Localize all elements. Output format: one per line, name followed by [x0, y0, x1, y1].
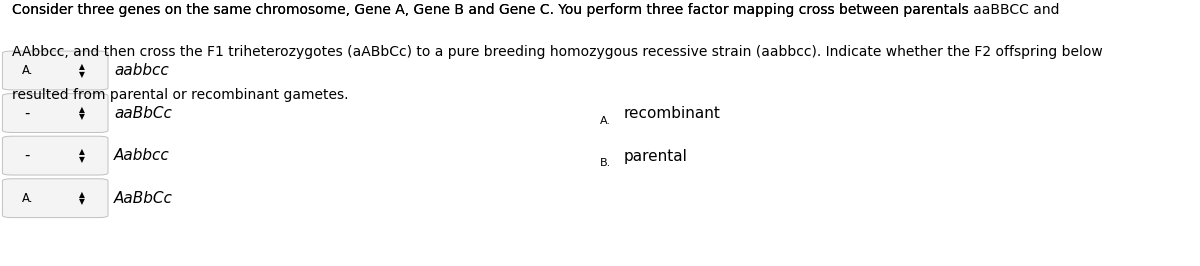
Text: A.: A.	[22, 64, 34, 77]
Text: A.: A.	[600, 116, 611, 126]
FancyBboxPatch shape	[2, 94, 108, 132]
FancyBboxPatch shape	[2, 179, 108, 218]
Text: ▲
▼: ▲ ▼	[79, 190, 84, 206]
Text: Consider three genes on the same chromosome, Gene A, Gene B and Gene C. You perf: Consider three genes on the same chromos…	[12, 3, 1060, 17]
Text: -: -	[24, 148, 29, 163]
Text: AaBbCc: AaBbCc	[114, 191, 173, 206]
Text: ▲
▼: ▲ ▼	[79, 147, 84, 164]
Text: parental: parental	[624, 149, 688, 164]
FancyBboxPatch shape	[2, 136, 108, 175]
Text: recombinant: recombinant	[624, 106, 721, 121]
Text: ▲
▼: ▲ ▼	[79, 62, 84, 79]
Text: A.: A.	[22, 192, 34, 205]
FancyBboxPatch shape	[2, 51, 108, 90]
Text: Consider three genes on the same chromosome, Gene A, Gene B and Gene C. You perf: Consider three genes on the same chromos…	[12, 3, 973, 17]
Text: Aabbcc: Aabbcc	[114, 148, 169, 163]
Text: resulted from parental or recombinant gametes.: resulted from parental or recombinant ga…	[12, 88, 348, 102]
Text: ▲
▼: ▲ ▼	[79, 105, 84, 121]
Text: -: -	[24, 106, 29, 120]
Text: aaBbCc: aaBbCc	[114, 106, 172, 120]
Text: B.: B.	[600, 158, 611, 168]
Text: AAbbcc, and then cross the F1 triheterozygotes (aABbCc) to a pure breeding homoz: AAbbcc, and then cross the F1 triheteroz…	[12, 45, 1103, 59]
Text: aabbcc: aabbcc	[114, 63, 169, 78]
